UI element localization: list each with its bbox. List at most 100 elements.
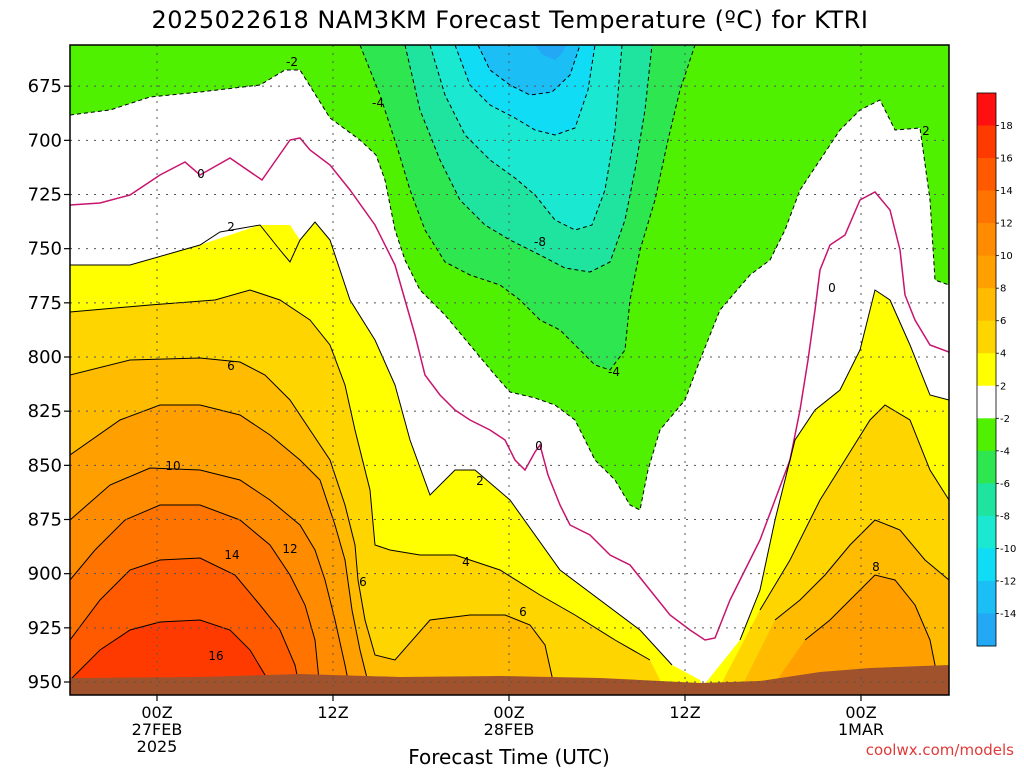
contour-label: 0: [535, 439, 543, 453]
colorbar-swatch: [977, 255, 996, 289]
colorbar-swatch: [977, 125, 996, 159]
x-axis-label: Forecast Time (UTC): [408, 745, 610, 768]
band-above-16: [70, 620, 270, 690]
colorbar-label: 8: [1000, 284, 1006, 295]
contour-6-right: [774, 519, 949, 621]
contour-label: 2: [227, 220, 235, 234]
contour-labels: -2 -4 -8 -4 0 0 0 2 2 2 6 10 14 12 16 6 4 6 8: [165, 55, 929, 663]
y-tick-label: 750: [28, 239, 62, 260]
colorbar: 18 16 14 12 10 8 6 4 2 -2 -4 -6 -8 -10 -12 -14: [976, 92, 1016, 647]
contour-minus6: [404, 45, 653, 273]
contour-minus8: [429, 45, 623, 231]
colorbar-label: 14: [1000, 186, 1013, 197]
y-tick-label: 925: [28, 618, 62, 639]
contour-minus12: [477, 45, 581, 96]
colorbar-swatch: [977, 418, 996, 452]
x-tick-label: 00Z: [845, 703, 876, 722]
contour-14: [70, 557, 301, 691]
chart-title: 2025022618 NAM3KM Forecast Temperature (…: [152, 6, 869, 34]
contour-label: 12: [282, 542, 297, 556]
contour-8-left: [70, 404, 371, 691]
contour-8-right: [804, 574, 941, 691]
y-tick-label: 850: [28, 455, 62, 476]
colorbar-swatch: [977, 158, 996, 192]
colorbar-swatch: [977, 223, 996, 257]
contour-0-left: [70, 137, 949, 641]
contour-label: 0: [828, 281, 836, 295]
colorbar-swatch: [977, 288, 996, 322]
y-tick-label: 725: [28, 185, 62, 206]
contour-label: 0: [197, 167, 205, 181]
colorbar-label: 6: [1000, 316, 1006, 327]
colorbar-swatch: [977, 385, 996, 419]
x-tick-label: 00Z: [141, 703, 172, 722]
colorbar-swatch: [977, 93, 996, 127]
contour-label: -4: [608, 365, 620, 379]
y-tick-label: 900: [28, 564, 62, 585]
contour-6-left: [70, 357, 556, 691]
contour-label: 16: [208, 649, 223, 663]
colorbar-swatch: [977, 580, 996, 614]
colorbar-label: 10: [1000, 251, 1013, 262]
contour-label: -4: [372, 96, 384, 110]
colorbar-label: 2: [1000, 381, 1006, 392]
x-tick-label: 12Z: [669, 703, 700, 722]
colorbar-label: -12: [1000, 576, 1016, 587]
band-above-8-right: [770, 575, 940, 690]
contour-label: 2: [476, 474, 484, 488]
contour-4-right: [759, 404, 949, 611]
contour-label: -8: [534, 235, 546, 249]
colorbar-swatch: [977, 515, 996, 549]
contour-2-left: [70, 221, 673, 666]
contour-label: 14: [224, 548, 239, 562]
x-tick-label: 12Z: [317, 703, 348, 722]
colorbar-swatch: [977, 190, 996, 224]
colorbar-label: -14: [1000, 609, 1016, 620]
y-tick-label: 675: [28, 76, 62, 97]
terrain: [70, 665, 949, 695]
contour-4-left: [70, 289, 651, 661]
colorbar-label: -8: [1000, 511, 1010, 522]
contour-label: 6: [227, 359, 235, 373]
contour-10: [70, 467, 351, 691]
colorbar-label: 4: [1000, 349, 1006, 360]
y-axis-ticks: 675 700 725 750 775 800 825 850 875 900 925 950: [28, 76, 70, 693]
contour-label: 10: [165, 459, 180, 473]
contour-minus4: [359, 45, 696, 371]
y-tick-label: 700: [28, 130, 62, 151]
colorbar-label: -4: [1000, 446, 1010, 457]
credit-text: coolwx.com/models: [866, 741, 1014, 759]
contour-12: [70, 504, 321, 691]
colorbar-swatch: [977, 450, 996, 484]
contour-minus10: [454, 45, 596, 136]
colorbar-frame: [976, 92, 997, 647]
x-tick-label: 1MAR: [838, 720, 884, 739]
contour-minus2: [70, 69, 949, 511]
contour-16: [70, 619, 271, 691]
y-tick-label: 775: [28, 293, 62, 314]
colorbar-label: 12: [1000, 219, 1013, 230]
y-tick-label: 800: [28, 347, 62, 368]
y-tick-label: 825: [28, 401, 62, 422]
colorbar-swatch: [977, 548, 996, 582]
contour-2-right: [739, 289, 949, 641]
y-tick-label: 950: [28, 672, 62, 693]
colorbar-swatch: [977, 320, 996, 354]
contour-label: 4: [462, 555, 470, 569]
y-tick-label: 875: [28, 510, 62, 531]
colorbar-label: -2: [1000, 414, 1010, 425]
x-tick-label: 00Z: [493, 703, 524, 722]
x-tick-label: 27FEB: [132, 720, 183, 739]
colorbar-swatch: [977, 353, 996, 387]
colorbar-label: -10: [1000, 544, 1016, 555]
colorbar-label: -6: [1000, 479, 1010, 490]
band-below-minus14: [535, 45, 566, 60]
contour-label: 6: [519, 605, 527, 619]
contour-label: 2: [922, 124, 930, 138]
colorbar-label: 16: [1000, 154, 1013, 165]
contour-label: 6: [359, 575, 367, 589]
colorbar-label: 18: [1000, 121, 1013, 132]
colorbar-swatch: [977, 613, 996, 647]
